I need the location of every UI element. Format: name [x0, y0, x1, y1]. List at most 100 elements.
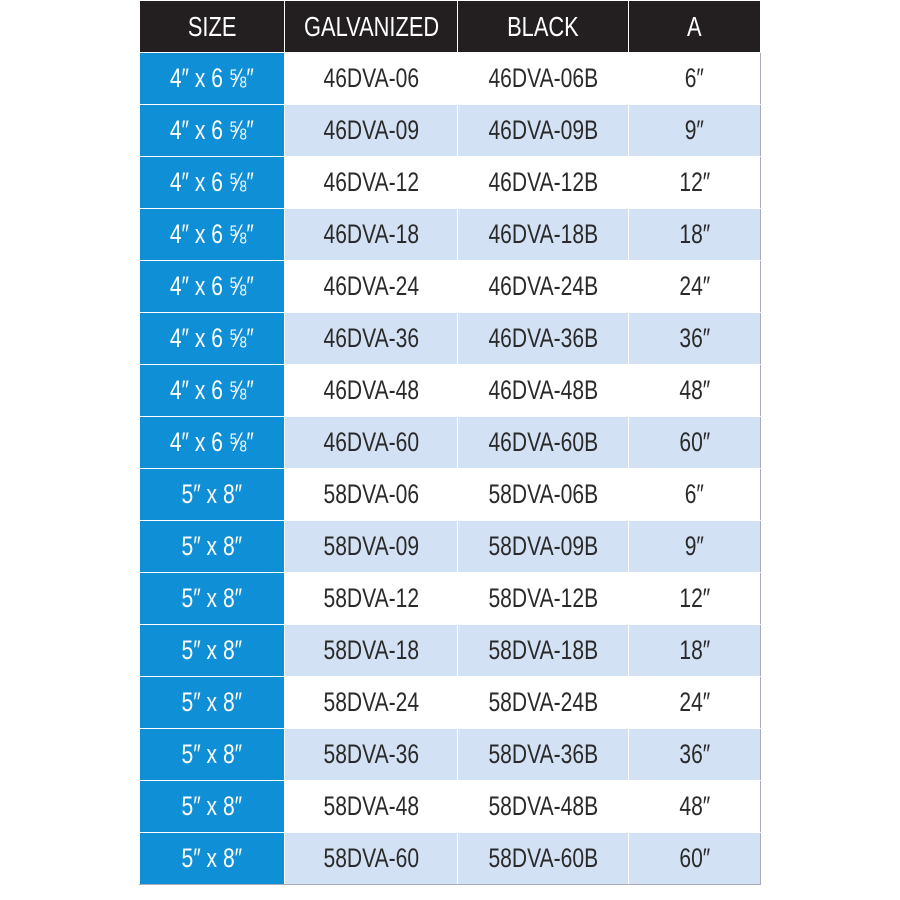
galvanized-cell-text: 46DVA-36	[323, 323, 419, 353]
black-cell: 58DVA-18B	[457, 624, 629, 677]
table-row: 4″ x 6 ⅝″ 46DVA-18 46DVA-18B 18″	[139, 208, 761, 261]
size-cell: 4″ x 6 ⅝″	[139, 156, 285, 209]
galvanized-cell-text: 58DVA-06	[323, 479, 419, 509]
galvanized-cell-text: 46DVA-09	[323, 115, 419, 145]
galvanized-cell-text: 46DVA-24	[323, 271, 419, 301]
size-cell: 5″ x 8″	[139, 468, 285, 521]
galvanized-cell: 46DVA-36	[284, 312, 458, 365]
size-cell-text: 5″ x 8″	[181, 479, 243, 509]
a-cell: 9″	[628, 520, 761, 573]
galvanized-cell: 46DVA-48	[284, 364, 458, 417]
galvanized-cell-text: 58DVA-36	[323, 739, 419, 769]
black-cell-text: 46DVA-24B	[488, 271, 598, 301]
black-cell-text: 46DVA-18B	[488, 219, 598, 249]
galvanized-cell-text: 46DVA-18	[323, 219, 419, 249]
size-cell-text: 4″ x 6 ⅝″	[170, 219, 254, 249]
black-cell: 58DVA-36B	[457, 728, 629, 781]
header-black-label: BLACK	[507, 10, 579, 42]
galvanized-cell-text: 58DVA-60	[323, 843, 419, 873]
black-cell-text: 58DVA-09B	[488, 531, 598, 561]
galvanized-cell: 58DVA-60	[284, 832, 458, 885]
size-cell: 4″ x 6 ⅝″	[139, 364, 285, 417]
black-cell: 46DVA-24B	[457, 260, 629, 313]
black-cell: 46DVA-18B	[457, 208, 629, 261]
black-cell: 58DVA-06B	[457, 468, 629, 521]
product-spec-table: SIZE GALVANIZED BLACK A 4″ x 6 ⅝″ 46DVA-0…	[139, 0, 761, 885]
size-cell-text: 4″ x 6 ⅝″	[170, 63, 254, 93]
a-cell: 48″	[628, 780, 761, 833]
black-cell-text: 46DVA-60B	[488, 427, 598, 457]
a-cell: 18″	[628, 624, 761, 677]
a-cell: 36″	[628, 728, 761, 781]
a-cell: 60″	[628, 832, 761, 885]
black-cell-text: 58DVA-12B	[488, 583, 598, 613]
header-black: BLACK	[457, 0, 629, 53]
a-cell-text: 24″	[679, 271, 710, 301]
black-cell-text: 58DVA-36B	[488, 739, 598, 769]
black-cell: 58DVA-24B	[457, 676, 629, 729]
black-cell-text: 46DVA-06B	[488, 63, 598, 93]
size-cell-text: 4″ x 6 ⅝″	[170, 375, 254, 405]
size-cell: 5″ x 8″	[139, 780, 285, 833]
header-row: SIZE GALVANIZED BLACK A	[139, 0, 761, 53]
a-cell: 12″	[628, 156, 761, 209]
black-cell-text: 58DVA-06B	[488, 479, 598, 509]
size-cell: 5″ x 8″	[139, 676, 285, 729]
galvanized-cell: 58DVA-18	[284, 624, 458, 677]
size-cell: 4″ x 6 ⅝″	[139, 416, 285, 469]
table-row: 5″ x 8″ 58DVA-24 58DVA-24B 24″	[139, 676, 761, 729]
size-cell: 5″ x 8″	[139, 832, 285, 885]
galvanized-cell-text: 46DVA-06	[323, 63, 419, 93]
galvanized-cell: 58DVA-24	[284, 676, 458, 729]
table-row: 4″ x 6 ⅝″ 46DVA-09 46DVA-09B 9″	[139, 104, 761, 157]
size-cell: 5″ x 8″	[139, 728, 285, 781]
black-cell-text: 46DVA-12B	[488, 167, 598, 197]
a-cell-text: 6″	[684, 63, 705, 93]
a-cell: 24″	[628, 676, 761, 729]
table-row: 5″ x 8″ 58DVA-36 58DVA-36B 36″	[139, 728, 761, 781]
galvanized-cell-text: 58DVA-09	[323, 531, 419, 561]
a-cell-text: 9″	[684, 531, 705, 561]
galvanized-cell: 46DVA-09	[284, 104, 458, 157]
header-galvanized: GALVANIZED	[284, 0, 458, 53]
black-cell: 46DVA-60B	[457, 416, 629, 469]
a-cell: 60″	[628, 416, 761, 469]
galvanized-cell-text: 58DVA-12	[323, 583, 419, 613]
a-cell: 24″	[628, 260, 761, 313]
header-a: A	[628, 0, 761, 53]
a-cell: 9″	[628, 104, 761, 157]
table-row: 5″ x 8″ 58DVA-09 58DVA-09B 9″	[139, 520, 761, 573]
black-cell-text: 46DVA-36B	[488, 323, 598, 353]
a-cell: 18″	[628, 208, 761, 261]
table-row: 5″ x 8″ 58DVA-18 58DVA-18B 18″	[139, 624, 761, 677]
size-cell: 4″ x 6 ⅝″	[139, 104, 285, 157]
black-cell-text: 58DVA-60B	[488, 843, 598, 873]
galvanized-cell: 58DVA-12	[284, 572, 458, 625]
size-cell-text: 4″ x 6 ⅝″	[170, 167, 254, 197]
size-cell: 5″ x 8″	[139, 572, 285, 625]
header-a-label: A	[687, 10, 702, 42]
black-cell: 58DVA-09B	[457, 520, 629, 573]
galvanized-cell-text: 58DVA-24	[323, 687, 419, 717]
galvanized-cell: 58DVA-48	[284, 780, 458, 833]
black-cell: 46DVA-48B	[457, 364, 629, 417]
size-cell-text: 4″ x 6 ⅝″	[170, 427, 254, 457]
size-cell: 4″ x 6 ⅝″	[139, 312, 285, 365]
galvanized-cell: 46DVA-60	[284, 416, 458, 469]
galvanized-cell: 46DVA-18	[284, 208, 458, 261]
size-cell-text: 4″ x 6 ⅝″	[170, 115, 254, 145]
a-cell-text: 36″	[679, 323, 710, 353]
size-cell: 4″ x 6 ⅝″	[139, 208, 285, 261]
a-cell-text: 18″	[679, 219, 710, 249]
table-row: 5″ x 8″ 58DVA-48 58DVA-48B 48″	[139, 780, 761, 833]
table-row: 4″ x 6 ⅝″ 46DVA-06 46DVA-06B 6″	[139, 52, 761, 105]
galvanized-cell-text: 58DVA-18	[323, 635, 419, 665]
a-cell-text: 9″	[684, 115, 705, 145]
size-cell-text: 5″ x 8″	[181, 739, 243, 769]
black-cell-text: 46DVA-09B	[488, 115, 598, 145]
galvanized-cell: 46DVA-06	[284, 52, 458, 105]
galvanized-cell: 46DVA-12	[284, 156, 458, 209]
a-cell: 48″	[628, 364, 761, 417]
size-cell: 4″ x 6 ⅝″	[139, 52, 285, 105]
black-cell: 46DVA-36B	[457, 312, 629, 365]
